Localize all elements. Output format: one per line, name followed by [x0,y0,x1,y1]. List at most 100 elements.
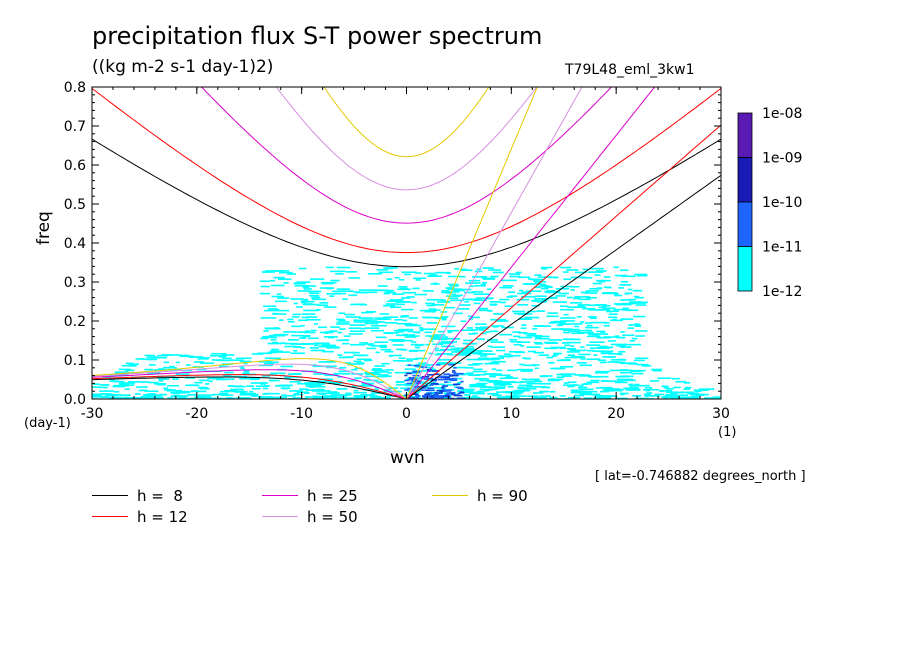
plot-frame [91,86,722,400]
spectrum-cell [546,315,559,318]
spectrum-cell [625,388,637,391]
spectrum-cell [453,372,460,375]
spectrum-cell [459,288,472,291]
spectrum-cell [442,385,448,387]
spectrum-cell [199,387,210,390]
spectrum-cell [322,395,335,397]
spectrum-cell [314,344,319,347]
latitude-note: [ lat=-0.746882 degrees_north ] [595,469,806,484]
spectrum-cell [356,358,372,361]
spectrum-cell [332,382,345,384]
spectrum-cell [547,378,563,381]
spectrum-cell [280,365,293,368]
spectrum-cell [613,293,620,295]
spectrum-cell [415,272,422,274]
spectrum-cell [197,358,209,360]
y-tick-label: 0.1 [64,353,86,369]
spectrum-cell [601,395,618,397]
spectrum-cell [560,317,576,319]
spectrum-cell [451,393,455,396]
spectrum-cell [474,377,489,380]
spectrum-cell [279,271,293,274]
spectrum-cell [613,303,626,305]
spectrum-cell [633,295,640,298]
spectrum-cell [448,375,453,377]
spectrum-cell [479,355,488,357]
spectrum-cell [358,385,374,387]
spectrum-cell [439,348,455,351]
spectrum-cell [277,351,291,353]
spectrum-cell [461,352,472,355]
spectrum-cell [401,315,410,317]
spectrum-cell [468,385,484,388]
spectrum-cell [518,384,533,387]
spectrum-cell [348,327,361,330]
spectrum-cell [477,350,493,352]
spectrum-cell [466,372,474,374]
spectrum-cell [414,346,420,349]
spectrum-cell [613,308,627,311]
spectrum-cell [682,391,695,394]
spectrum-cell [608,340,616,342]
spectrum-cell [208,380,213,383]
spectrum-cell [478,358,493,361]
spectrum-cell [472,352,486,355]
spectrum-cell [540,287,549,290]
spectrum-cell [329,295,335,297]
spectrum-cell [453,394,461,397]
spectrum-cell [221,378,235,380]
spectrum-cell [559,365,574,368]
spectrum-cell [712,396,721,398]
spectrum-cell [351,368,358,371]
spectrum-cell [324,374,339,377]
spectrum-cell [536,283,546,286]
y-tick-label: 0.3 [64,275,86,291]
spectrum-cell [445,394,450,396]
spectrum-cell [453,367,457,369]
spectrum-cell [350,343,365,346]
spectrum-cell [698,388,715,390]
spectrum-cell [632,289,643,292]
spectrum-cell [148,381,159,384]
spectrum-cell [342,342,350,345]
spectrum-cell [424,316,439,319]
x-tick-label: 0 [402,406,411,422]
spectrum-cell [298,319,308,322]
spectrum-cell [218,355,226,358]
inertia-gravity-curve [92,138,721,268]
spectrum-cell [489,330,499,333]
spectrum-cell [355,396,367,399]
spectrum-cell [522,389,529,392]
spectrum-cell [568,323,583,325]
spectrum-cell [414,293,427,296]
spectrum-cell [113,380,125,383]
spectrum-cell [408,377,415,380]
spectrum-cell [456,308,470,310]
spectrum-cell [263,392,280,395]
spectrum-cell [330,279,340,282]
chart-title: precipitation flux S-T power spectrum [92,22,543,50]
spectrum-cell [715,397,721,399]
spectrum-cell [113,384,130,387]
spectrum-cell [615,397,628,399]
spectrum-cell [420,376,425,379]
spectrum-cell [330,326,340,328]
spectrum-cell [519,381,535,383]
spectrum-cell [468,279,481,282]
spectrum-cell [447,288,463,290]
spectrum-cell [547,379,560,382]
spectrum-cell [437,397,444,399]
spectrum-cell [263,362,275,365]
spectrum-cell [369,395,378,397]
spectrum-cell [570,389,578,392]
spectrum-cell [589,287,602,290]
spectrum-cell [600,352,612,355]
y-tick-label: 0.4 [64,236,86,252]
spectrum-cell [393,329,408,332]
spectrum-cell [581,390,598,393]
spectrum-cell [446,392,454,394]
spectrum-cell [353,391,367,394]
y-tick-label: 0.5 [64,197,86,213]
spectrum-cell [628,386,639,389]
spectrum-cell [374,317,389,319]
